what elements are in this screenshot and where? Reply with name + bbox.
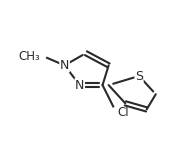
Text: S: S <box>135 69 143 83</box>
Text: N: N <box>75 79 84 92</box>
Text: N: N <box>60 59 69 72</box>
Text: Cl: Cl <box>118 106 129 119</box>
Text: CH₃: CH₃ <box>18 50 40 63</box>
